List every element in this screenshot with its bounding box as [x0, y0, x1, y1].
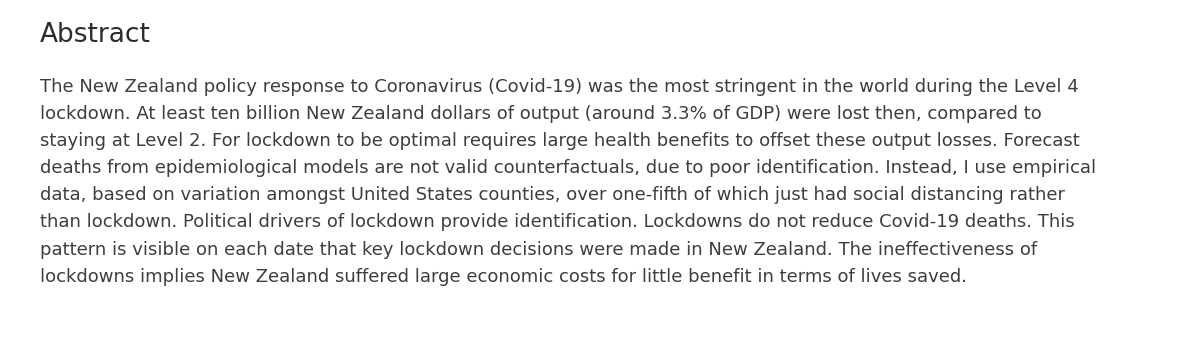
Text: Abstract: Abstract: [40, 22, 151, 48]
Text: The New Zealand policy response to Coronavirus (Covid-19) was the most stringent: The New Zealand policy response to Coron…: [40, 78, 1096, 286]
